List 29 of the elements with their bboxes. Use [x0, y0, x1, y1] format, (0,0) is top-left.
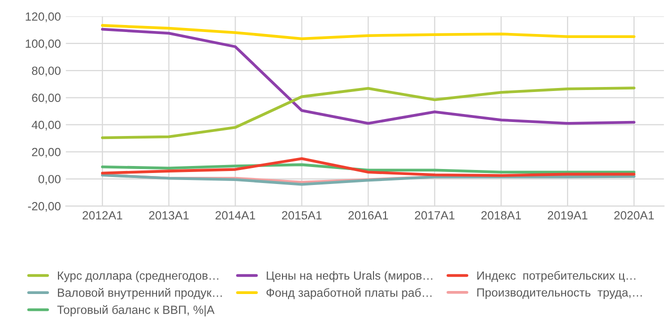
legend-label: Курс доллара (среднегодов…: [58, 271, 218, 282]
legend-label: Торговый баланс к ВВП, %|A: [57, 305, 215, 316]
line-series: [101, 157, 636, 177]
x-tick-label: 2017A1: [414, 211, 454, 220]
x-tick-label: 2016A1: [348, 211, 388, 220]
x-tick-label: 2012A1: [82, 211, 122, 220]
x-tick-label: 2020A1: [614, 211, 654, 220]
y-tick-label: 0,00: [38, 174, 61, 185]
x-tick-label: 2015A1: [282, 211, 322, 220]
x-tick-label: 2018A1: [481, 211, 521, 220]
y-tick-label: 60,00: [32, 94, 61, 104]
x-tick-label: 2013A1: [149, 211, 189, 220]
y-tick-label: 80,00: [32, 66, 61, 76]
y-tick-label: 100,00: [26, 39, 61, 50]
y-tick-label: 120,00: [26, 12, 61, 22]
line-series: [101, 163, 636, 174]
x-tick-label: 2019A1: [548, 211, 588, 220]
line-series: [101, 28, 636, 125]
legend-label: Валовой внутренний продук…: [58, 288, 222, 300]
y-tick-label: 20,00: [32, 148, 61, 158]
x-tick-label: 2014A1: [216, 211, 256, 220]
legend-label: Производительность труда,…: [477, 288, 642, 299]
y-tick-label: 40,00: [32, 120, 61, 131]
y-tick-label: -20,00: [28, 202, 61, 212]
line-series: [101, 86, 636, 140]
line-series: [101, 24, 636, 40]
legend-label: Фонд заработной платы раб…: [266, 288, 432, 300]
legend-label: Цены на нефть Urals (миров…: [266, 271, 432, 282]
legend-label: Индекс потребительских ц…: [477, 270, 636, 282]
